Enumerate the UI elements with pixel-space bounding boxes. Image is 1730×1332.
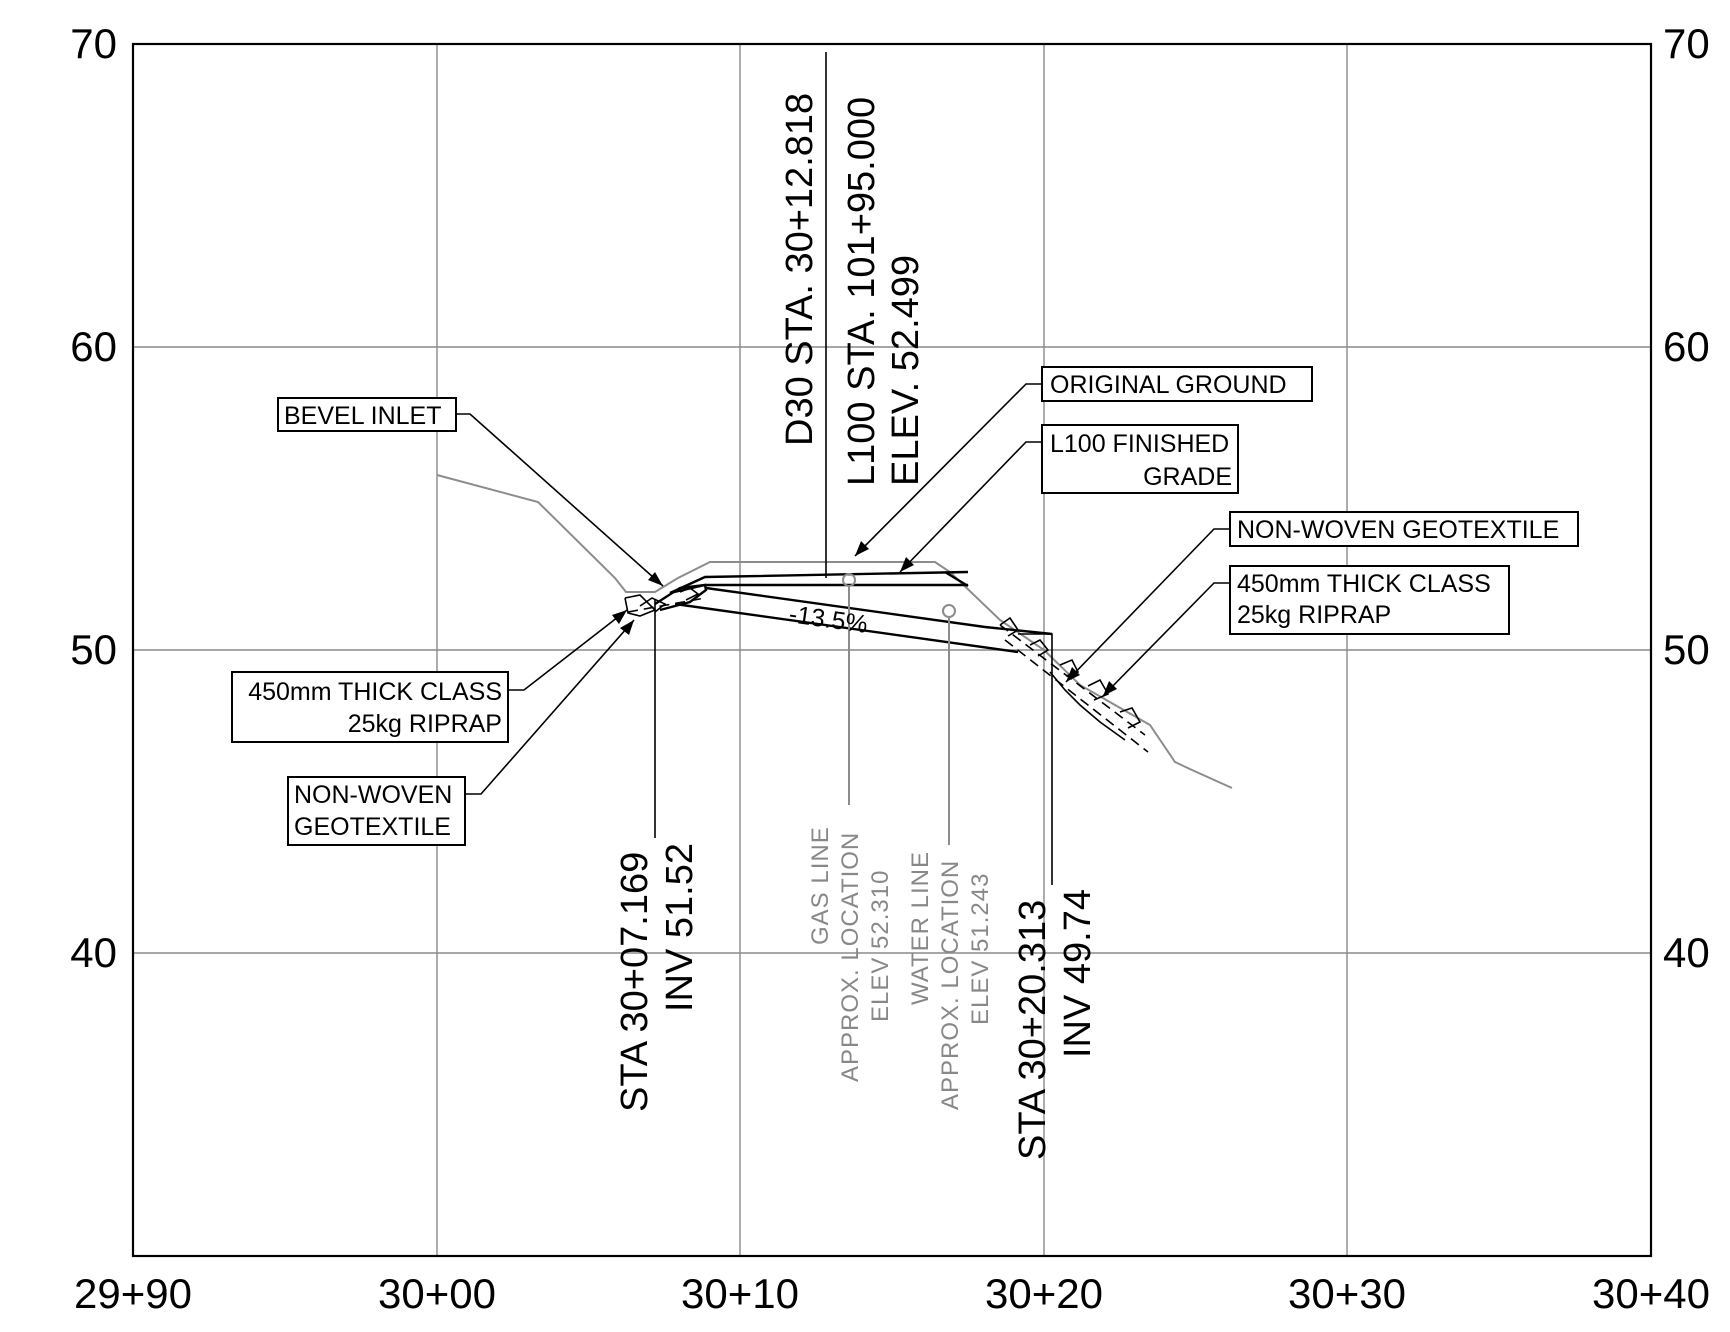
water-line-line-2: APPROX. LOCATION <box>937 860 964 1110</box>
callout-original-ground: ORIGINAL GROUND <box>854 366 1313 557</box>
water-line-line-3: ELEV 51.243 <box>967 873 994 1025</box>
riprap-left-text-1: 450mm THICK CLASS <box>248 678 502 706</box>
gas-line-line-1: GAS LINE <box>807 826 834 945</box>
callout-bevel-inlet: BEVEL INLET <box>277 397 664 587</box>
culvert-bottom <box>674 602 1019 654</box>
x-tick-3040: 30+40 <box>1592 1270 1710 1317</box>
slope-label: -13.5% <box>787 600 869 639</box>
crossing-line-1: D30 STA. 30+12.818 <box>779 93 821 446</box>
x-tick-3010: 30+10 <box>681 1270 799 1317</box>
outlet-station-line-1: STA 30+20.313 <box>1012 900 1054 1160</box>
callout-geotextile-left: NON-WOVEN GEOTEXTILE <box>287 619 635 846</box>
finished-grade-text-1: L100 FINISHED <box>1050 430 1229 458</box>
geotextile-left-text-2: GEOTEXTILE <box>294 813 451 841</box>
y-axis-left: 70 60 50 40 <box>70 20 117 976</box>
y-tick-50-right: 50 <box>1663 626 1710 673</box>
outlet-station-line-2: INV 49.74 <box>1057 889 1099 1058</box>
x-axis: 29+90 30+00 30+10 30+20 30+30 30+40 <box>74 1270 1710 1317</box>
callout-geotextile-right: NON-WOVEN GEOTEXTILE <box>1065 511 1579 683</box>
y-tick-40-left: 40 <box>70 929 117 976</box>
x-tick-3030: 30+30 <box>1288 1270 1406 1317</box>
grid-lines <box>133 44 1651 1256</box>
original-ground-text: ORIGINAL GROUND <box>1050 371 1287 399</box>
finished-grade-text-2: GRADE <box>1143 463 1232 491</box>
gas-line-line-3: ELEV 52.310 <box>867 870 894 1022</box>
callout-finished-grade: L100 FINISHED GRADE <box>899 424 1239 573</box>
x-tick-3020: 30+20 <box>985 1270 1103 1317</box>
bevel-inlet-text: BEVEL INLET <box>284 402 441 430</box>
gas-line-label: GAS LINE APPROX. LOCATION ELEV 52.310 <box>807 826 894 1082</box>
crossing-line-2: L100 STA. 101+95.000 <box>841 97 883 486</box>
geotextile-right-text: NON-WOVEN GEOTEXTILE <box>1237 516 1559 544</box>
crossing-line-3: ELEV. 52.499 <box>885 255 927 486</box>
y-tick-70-left: 70 <box>70 20 117 67</box>
water-line-label: WATER LINE APPROX. LOCATION ELEV 51.243 <box>907 851 994 1110</box>
callout-riprap-right: 450mm THICK CLASS 25kg RIPRAP <box>1102 565 1510 697</box>
y-axis-right: 70 60 50 40 <box>1663 20 1710 976</box>
gas-line-line-2: APPROX. LOCATION <box>837 832 864 1082</box>
riprap-right-text-1: 450mm THICK CLASS <box>1237 570 1491 598</box>
water-line-line-1: WATER LINE <box>907 851 934 1005</box>
outlet-riprap-right <box>999 616 1149 753</box>
original-ground-line <box>436 474 1233 789</box>
riprap-right-text-2: 25kg RIPRAP <box>1237 601 1391 629</box>
outlet-station-leader <box>1018 633 1053 885</box>
finished-grade-end <box>944 570 969 588</box>
plot-frame <box>131 42 1653 1258</box>
crossing-label: D30 STA. 30+12.818 L100 STA. 101+95.000 … <box>779 93 927 486</box>
y-tick-60-left: 60 <box>70 323 117 370</box>
y-tick-60-right: 60 <box>1663 323 1710 370</box>
riprap-left-text-2: 25kg RIPRAP <box>348 710 502 738</box>
geotextile-left-text-1: NON-WOVEN <box>294 781 452 809</box>
callout-riprap-left: 450mm THICK CLASS 25kg RIPRAP <box>231 609 628 743</box>
culvert-top <box>705 586 986 629</box>
inlet-riprap-left <box>624 583 708 617</box>
water-line-marker <box>942 604 956 618</box>
outlet-station-label: STA 30+20.313 INV 49.74 <box>1012 889 1099 1160</box>
y-tick-50-left: 50 <box>70 626 117 673</box>
x-tick-3000: 30+00 <box>378 1270 496 1317</box>
y-tick-40-right: 40 <box>1663 929 1710 976</box>
inlet-station-label: STA 30+07.169 INV 51.52 <box>614 843 701 1112</box>
inlet-station-line-2: INV 51.52 <box>659 843 701 1012</box>
x-tick-2990: 29+90 <box>74 1270 192 1317</box>
inlet-station-line-1: STA 30+07.169 <box>614 852 656 1112</box>
y-tick-70-right: 70 <box>1663 20 1710 67</box>
